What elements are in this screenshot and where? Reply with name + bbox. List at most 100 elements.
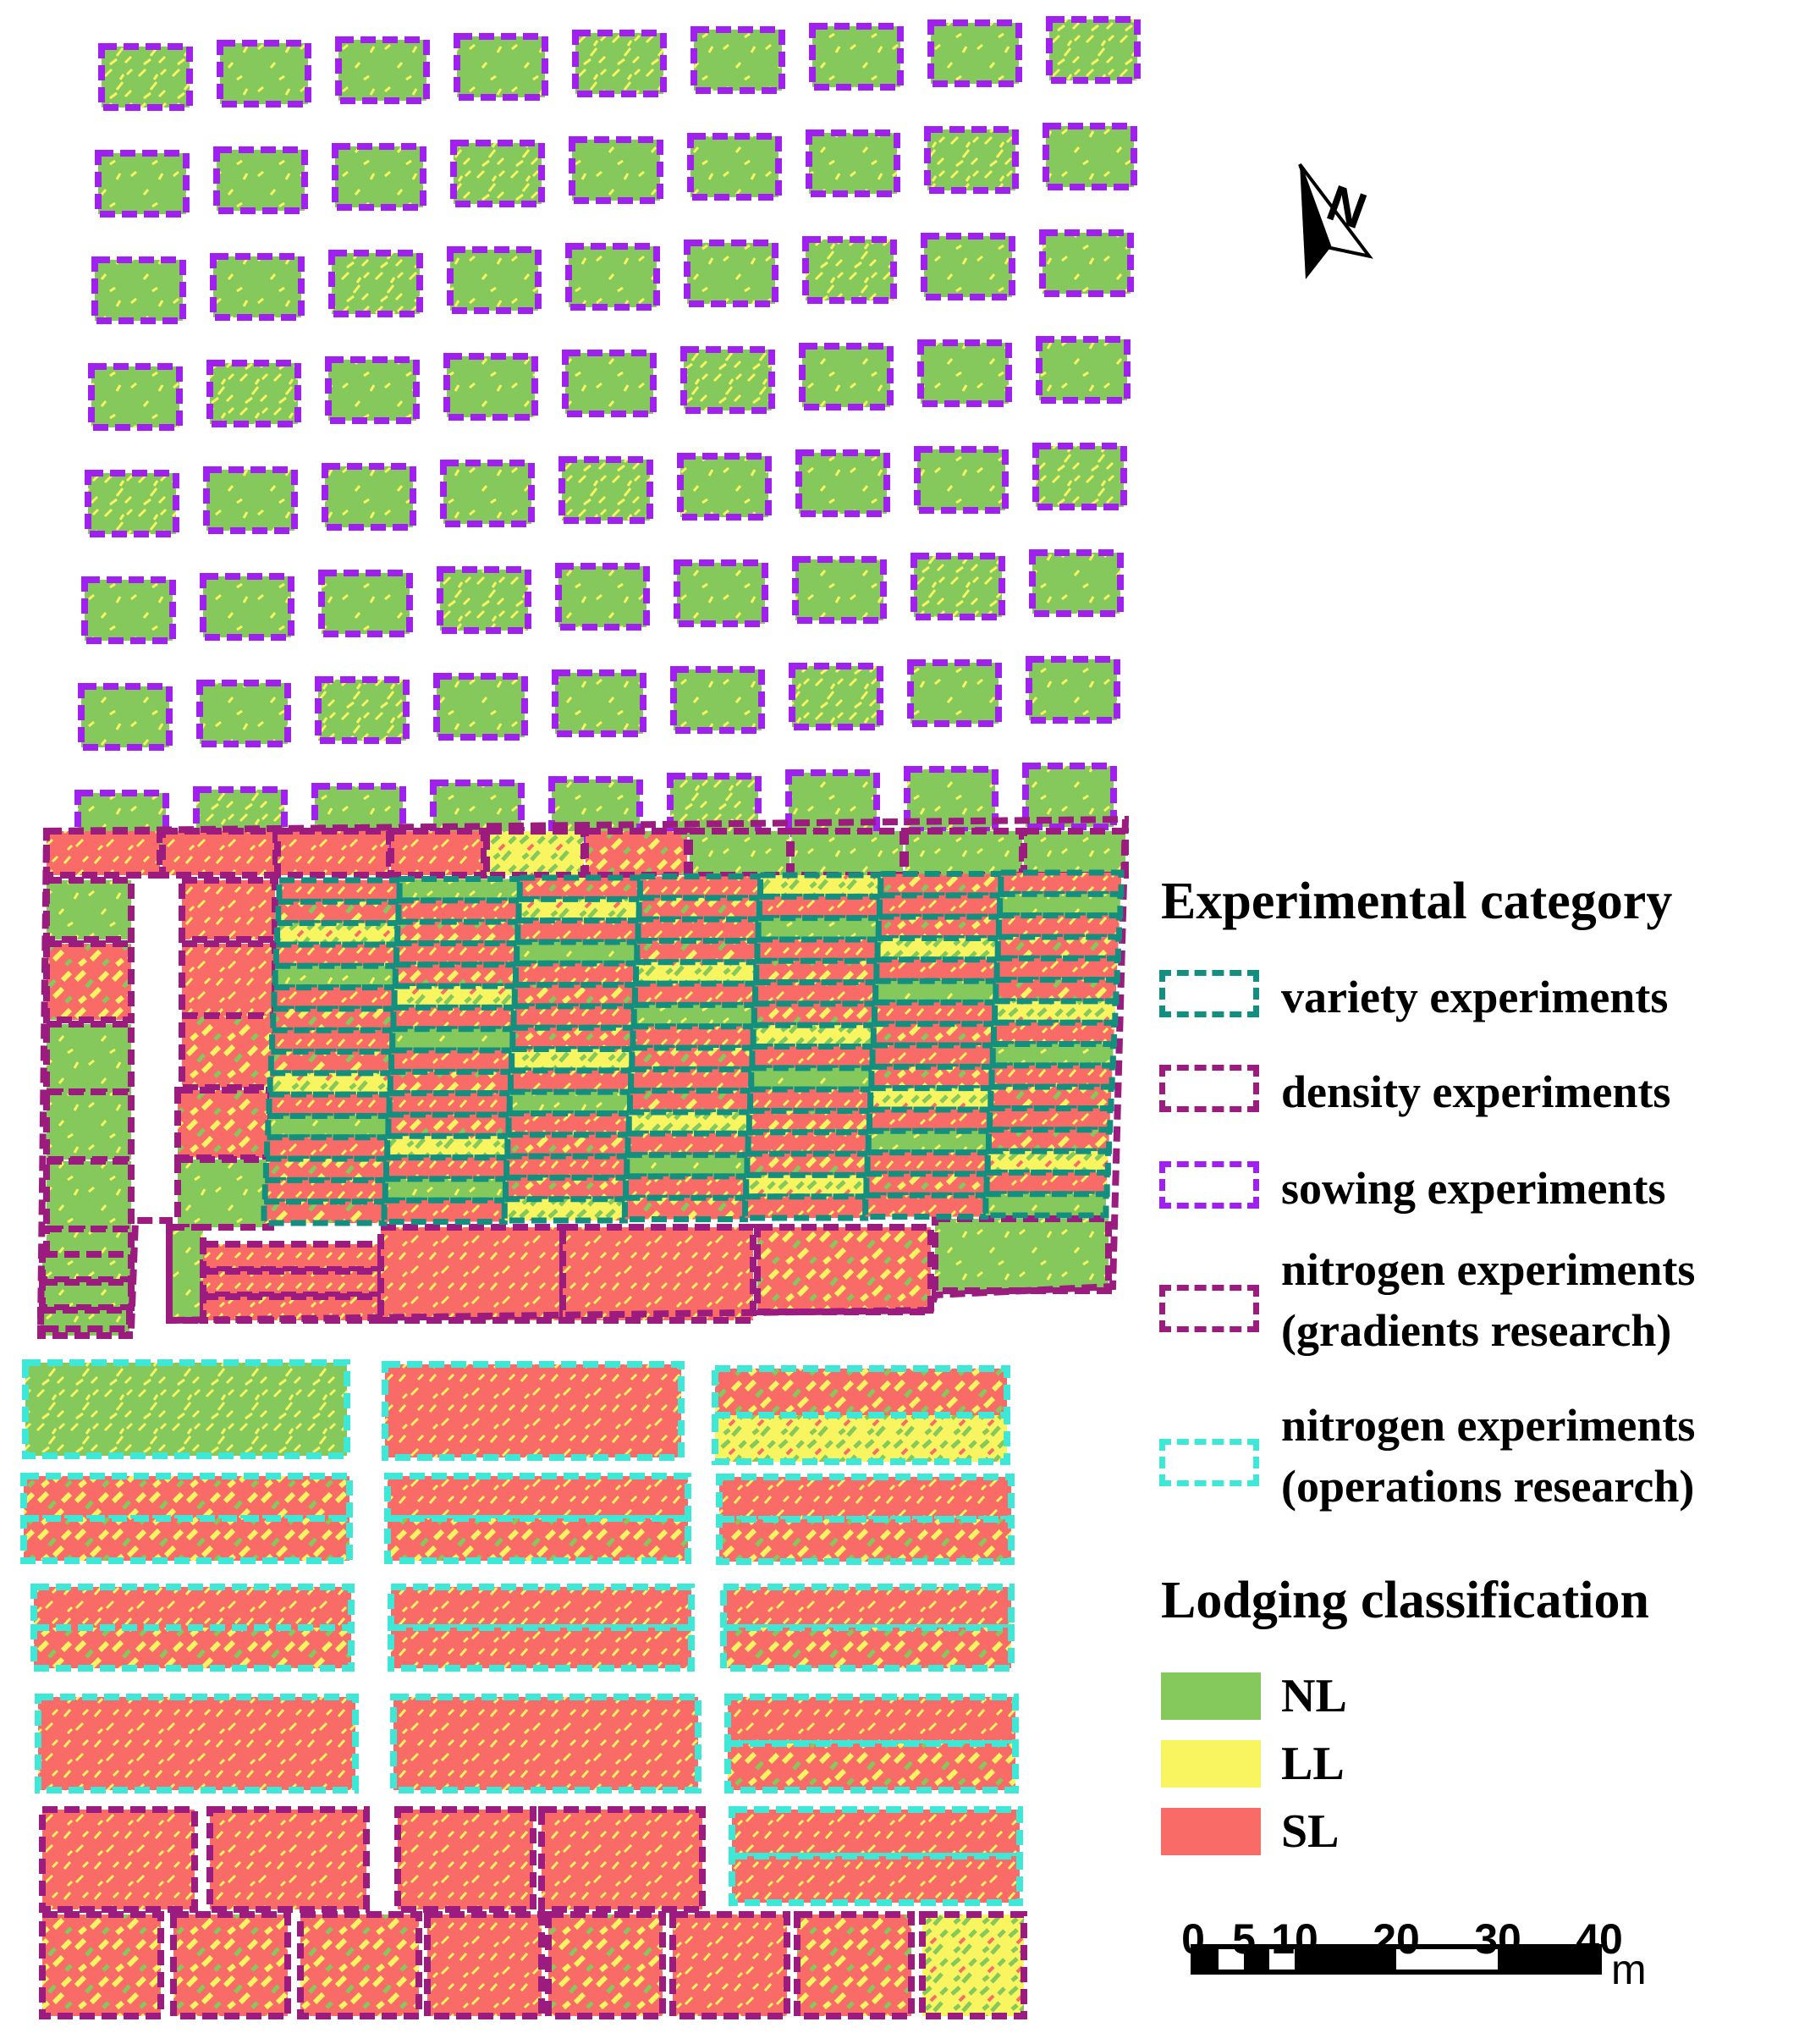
variety-plot (394, 918, 521, 946)
scale-label-5: 5 (1232, 1915, 1256, 1963)
sowing-plot (789, 663, 883, 730)
legend-label-nitrogen-gradients-sub: (gradients research) (1281, 1305, 1672, 1356)
sowing-plot (917, 339, 1012, 407)
nitrogen-operations-plot (729, 1853, 1023, 1906)
variety-plot (752, 979, 879, 1007)
variety-plot (504, 1132, 631, 1160)
variety-plot (990, 1019, 1118, 1047)
variety-plot (993, 955, 1120, 983)
variety-plot (865, 1127, 992, 1156)
nitrogen-operations-plot (22, 1359, 350, 1459)
sowing-plot (1046, 16, 1141, 84)
sowing-plot (437, 566, 531, 634)
nitrogen-gradients-plot (794, 1911, 915, 2019)
variety-plot (267, 1070, 393, 1098)
density-plot (43, 1158, 135, 1232)
legend-lodging-title: Lodging classification (1161, 1572, 1650, 1629)
scale-label-20: 20 (1373, 1915, 1420, 1963)
variety-plot (753, 957, 880, 986)
variety-plot (630, 1023, 756, 1051)
variety-plot (872, 999, 999, 1028)
nitrogen-operations-plots (20, 1359, 1023, 1906)
variety-plot (750, 1022, 877, 1050)
density-plot (274, 828, 393, 879)
variety-plot (862, 1192, 989, 1220)
sowing-plot (95, 150, 190, 218)
sowing-plot (670, 666, 765, 734)
sowing-plot (332, 143, 426, 211)
sowing-plot (81, 576, 176, 644)
north-arrow-icon (1298, 163, 1373, 280)
density-plot (159, 828, 279, 879)
density-plot (179, 1012, 278, 1091)
variety-plot (624, 1152, 751, 1180)
scale-label-0: 0 (1181, 1915, 1205, 1963)
sowing-plot (335, 36, 430, 104)
sowing-plot (213, 146, 308, 214)
sowing-plot (907, 659, 1002, 727)
variety-plot (747, 1086, 874, 1114)
legend-label-nitrogen-operations: nitrogen experiments (1281, 1400, 1696, 1451)
variety-plot (998, 869, 1125, 897)
variety-plot (384, 1132, 511, 1161)
nitrogen-gradients-plot (170, 1911, 291, 2019)
legend-label-nitrogen-gradients: nitrogen experiments (1281, 1244, 1696, 1295)
variety-plot (511, 982, 638, 1010)
scale-label-40: 40 (1576, 1915, 1623, 1963)
legend-label-variety: variety experiments (1281, 972, 1669, 1022)
variety-plot (985, 1127, 1113, 1154)
variety-plot (388, 1047, 515, 1075)
density-plot (43, 940, 135, 1023)
density-plot (166, 1224, 206, 1324)
nitrogen-operations-plot (716, 1516, 1015, 1565)
sowing-plot (555, 563, 650, 631)
variety-plot (271, 984, 398, 1012)
density-plot (686, 828, 793, 879)
nitrogen-operations-plot (716, 1474, 1015, 1523)
sowing-plot (206, 360, 301, 427)
nitrogen-operations-plot (384, 1515, 691, 1564)
density-plot (483, 828, 587, 879)
variety-plot (512, 960, 640, 989)
legend-label-density: density experiments (1281, 1066, 1671, 1117)
variety-plot (625, 1109, 752, 1137)
variety-plot (272, 941, 400, 969)
sowing-plot (328, 250, 423, 317)
sowing-plot (325, 356, 420, 424)
nitrogen-gradients-plot (669, 1911, 790, 2019)
density-plot (179, 877, 278, 943)
density-plot (754, 1224, 934, 1315)
sowing-plot (1036, 336, 1131, 404)
variety-plot (382, 1176, 509, 1204)
variety-plot (756, 893, 883, 922)
sowing-plot (440, 460, 535, 527)
variety-plot (635, 916, 762, 944)
scale-label-10: 10 (1271, 1915, 1318, 1963)
variety-plot (269, 1027, 396, 1055)
nitrogen-gradients-plot (39, 1806, 198, 1913)
variety-plot (633, 959, 760, 987)
variety-plots (261, 869, 1125, 1226)
variety-plot (623, 1173, 750, 1201)
sowing-plot (795, 449, 890, 517)
sowing-plot (927, 19, 1022, 87)
density-plot (582, 828, 690, 879)
sowing-plot (569, 136, 663, 204)
nitrogen-operations-plot (729, 1806, 1023, 1859)
nitrogen-gradients-plot (394, 1806, 536, 1913)
variety-plot (624, 1130, 751, 1159)
variety-plot (877, 871, 1004, 899)
nitrogen-operations-plot (388, 1624, 695, 1672)
variety-plot (507, 1067, 635, 1095)
sowing-plot (196, 680, 291, 747)
scale-unit: m (1611, 1946, 1647, 1993)
sowing-plot (562, 350, 657, 417)
legend-swatch-nitrogen-operations (1159, 1439, 1259, 1486)
nitrogen-gradients-plot (538, 1806, 706, 1913)
density-plot (39, 1251, 135, 1283)
sowing-plot (558, 456, 653, 524)
variety-plot (392, 961, 519, 989)
variety-plot (261, 1198, 388, 1226)
variety-plot (744, 1150, 871, 1178)
density-plot (902, 828, 1026, 879)
